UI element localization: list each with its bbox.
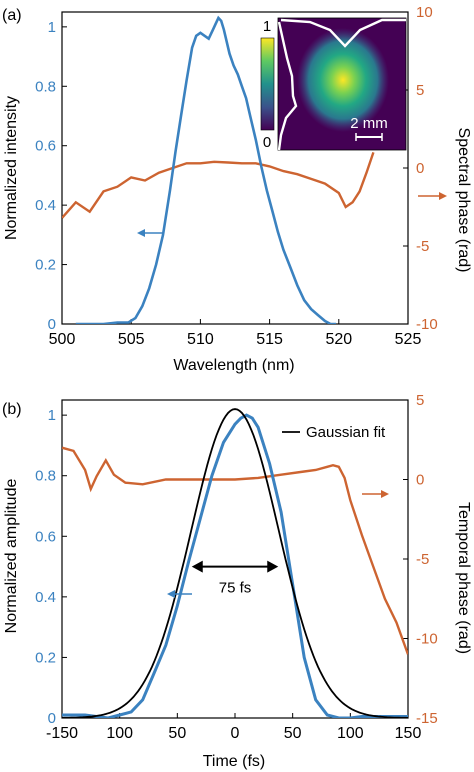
fwhm-label: 75 fs [219,580,252,597]
x-tick-label: 500 [49,331,76,348]
x-tick-label: 520 [325,331,352,348]
y-right-tick-label: -10 [416,316,438,333]
x-tick-label: 100 [337,725,364,742]
y-axis-left-label-a: Normalized intensity [3,96,20,240]
x-ticks-b: -150 100 50 0 50 100 150 [46,713,421,742]
y-left-tick-label: 0.4 [35,197,56,214]
y-left-tick-label: 0.2 [35,257,56,274]
y-left-tick-label: 1 [48,407,56,424]
x-axis-label-b: Time (fs) [203,753,266,770]
y-ticks-left-a: 0 0.2 0.4 0.6 0.8 1 [35,19,67,333]
y-left-tick-label: 0.6 [35,528,56,545]
colorbar-max-label: 1 [263,18,271,35]
y-axis-left-label-b: Normalized amplitude [3,479,20,634]
panel-a: (a) 500 505 510 515 520 525 00.20.40.60.81 -1… [2,4,472,374]
x-tick-label: 505 [118,331,145,348]
legend-b: Gaussian fit [282,424,386,441]
x-tick-label: 525 [395,331,422,348]
x-tick-label: -150 [46,725,78,742]
beam-profile-inset: 2 mm 1 0 [260,17,407,151]
y-left-tick-label: 0.6 [35,138,56,155]
x-ticks-a: 500 505 510 515 520 525 [49,319,422,348]
gaussian-fit-line [62,408,408,718]
x-tick-label: 50 [284,725,302,742]
y-right-tick-label: 0 [416,160,424,177]
y-left-tick-label: 0.8 [35,78,56,95]
y-left-tick-label: 0.4 [35,589,56,606]
y-right-tick-label: 5 [416,392,424,409]
y-left-tick-label: 0.8 [35,468,56,485]
temporal-amplitude-line [62,413,408,718]
y-ticks-left-b: 0 0.2 0.4 0.6 0.8 1 [35,407,67,727]
fwhm-arrowhead-right [267,560,279,573]
panel-a-label: (a) [2,7,22,24]
spectral-phase-line [62,152,375,219]
spectral-intensity-line [75,15,336,324]
x-tick-label: 50 [168,725,186,742]
fwhm-annotation: 75 fs [191,560,279,597]
y-right-tick-label: 10 [416,4,433,21]
beam-spot [297,28,389,132]
y-right-tick-label: -5 [416,551,429,568]
temporal-phase-line [62,446,408,655]
x-tick-label: 515 [256,331,283,348]
x-axis-label-a: Wavelength (nm) [173,357,294,374]
panel-b-label: (b) [2,401,22,418]
legend-label: Gaussian fit [306,424,386,441]
scale-bar-label: 2 mm [350,115,388,132]
y-axis-right-label-b: Temporal phase (rad) [455,502,472,654]
colorbar-min-label: 0 [263,134,271,151]
y-left-tick-label: 0.2 [35,649,56,666]
right-axis-arrow-a [418,192,447,200]
fwhm-arrowhead-left [191,560,203,573]
y-left-tick-label: 0 [48,710,56,727]
right-axis-arrow-b [362,490,389,498]
y-right-tick-label: -15 [416,710,438,727]
panel-b: (b) -150 100 50 0 50 100 150 00.20.40.60.81 -1… [2,392,472,770]
x-tick-label: 0 [231,725,240,742]
left-axis-arrow-a [137,229,164,237]
inset-contour-left [277,21,298,151]
y-left-tick-label: 0 [48,316,56,333]
plot-frame-b [61,399,409,719]
colorbar [260,37,275,131]
y-right-tick-label: 0 [416,472,424,489]
left-axis-arrow-b [167,590,192,598]
y-axis-right-label-a: Spectral phase (rad) [455,128,472,273]
x-tick-label: 100 [106,725,133,742]
y-right-tick-label: 5 [416,82,424,99]
y-right-tick-label: -10 [416,631,438,648]
y-left-tick-label: 1 [48,19,56,36]
x-tick-label: 150 [395,725,422,742]
inset-contour-top [280,18,406,48]
y-ticks-right-b: -15 -10 -5 0 5 [403,392,438,727]
x-tick-label: 510 [187,331,214,348]
y-right-tick-label: -5 [416,238,429,255]
